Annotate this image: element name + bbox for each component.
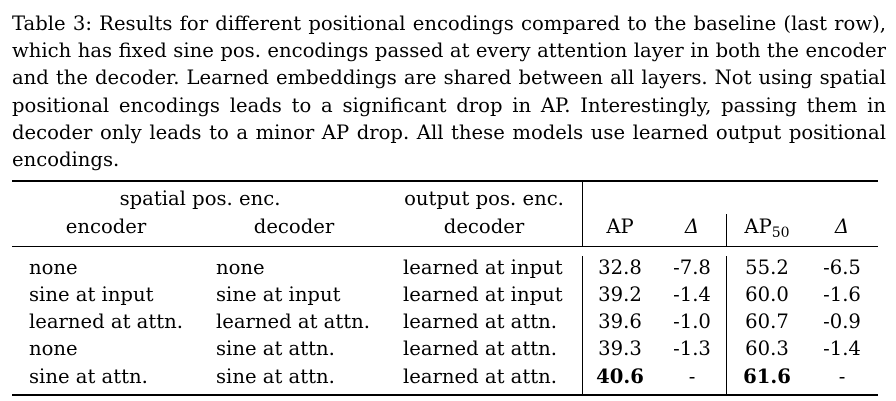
cell-decoder: learned at attn. <box>216 310 370 333</box>
cell-output: learned at input <box>403 256 563 279</box>
table-header-rule <box>12 246 878 247</box>
cell-decoder: sine at input <box>216 283 341 306</box>
cell-output: learned at attn. <box>403 365 557 388</box>
header-ap50: AP50 <box>744 214 789 246</box>
cell-ap50: 60.7 <box>745 310 789 333</box>
cell-ap-best: 40.6 <box>596 365 644 388</box>
table-top-rule <box>12 180 878 182</box>
header-output-decoder: decoder <box>443 215 525 238</box>
caption-line: decoder only leads to a minor AP drop. A… <box>12 120 886 144</box>
cell-ap50-best: 61.6 <box>743 365 791 388</box>
column-separator <box>726 214 727 246</box>
cell-delta-ap: -7.8 <box>673 256 711 279</box>
cell-delta-ap50: -6.5 <box>823 256 861 279</box>
caption-line: which has fixed sine pos. encodings pass… <box>12 39 886 63</box>
cell-output: learned at attn. <box>403 337 557 360</box>
cell-delta-ap50: -1.6 <box>823 283 861 306</box>
header-encoder: encoder <box>65 215 147 238</box>
cell-encoder: sine at input <box>29 283 154 306</box>
caption-line: positional encodings leads to a signific… <box>12 93 886 117</box>
header-ap50-main: AP <box>744 215 772 238</box>
cell-encoder: none <box>29 337 78 360</box>
cell-delta-ap: - <box>688 365 696 388</box>
cell-ap: 39.3 <box>598 337 642 360</box>
table-bottom-rule <box>12 394 878 396</box>
cell-delta-ap50: - <box>838 365 846 388</box>
cell-ap: 32.8 <box>598 256 642 279</box>
header-delta-ap50: Δ <box>834 215 850 238</box>
group-header-output: output pos. enc. <box>404 187 564 210</box>
cell-ap: 39.2 <box>598 283 642 306</box>
caption-line: encodings. <box>12 148 120 172</box>
cell-output: learned at attn. <box>403 310 557 333</box>
group-header-spatial: spatial pos. enc. <box>119 187 281 210</box>
header-decoder: decoder <box>253 215 335 238</box>
cell-delta-ap50: -1.4 <box>823 337 861 360</box>
cell-encoder: none <box>29 256 78 279</box>
cell-ap: 39.6 <box>598 310 642 333</box>
cell-output: learned at input <box>403 283 563 306</box>
column-separator <box>582 256 583 394</box>
cell-decoder: none <box>216 256 265 279</box>
cell-encoder: learned at attn. <box>29 310 183 333</box>
cell-delta-ap: -1.0 <box>673 310 711 333</box>
header-ap50-subscript: 50 <box>771 225 790 241</box>
column-separator <box>582 182 583 246</box>
cell-decoder: sine at attn. <box>216 337 335 360</box>
cell-ap50: 55.2 <box>745 256 789 279</box>
cell-ap50: 60.0 <box>745 283 789 306</box>
cell-delta-ap: -1.4 <box>673 283 711 306</box>
header-delta-ap: Δ <box>684 215 700 238</box>
cell-decoder: sine at attn. <box>216 365 335 388</box>
table-caption: Table 3: Results for different positiona… <box>12 10 886 173</box>
column-separator <box>726 256 727 394</box>
cell-ap50: 60.3 <box>745 337 789 360</box>
header-ap: AP <box>606 215 634 238</box>
cell-delta-ap50: -0.9 <box>823 310 861 333</box>
caption-line: Table 3: Results for different positiona… <box>12 12 886 35</box>
cell-delta-ap: -1.3 <box>673 337 711 360</box>
caption-line: and the decoder. Learned embeddings are … <box>12 66 886 90</box>
cell-encoder: sine at attn. <box>29 365 148 388</box>
